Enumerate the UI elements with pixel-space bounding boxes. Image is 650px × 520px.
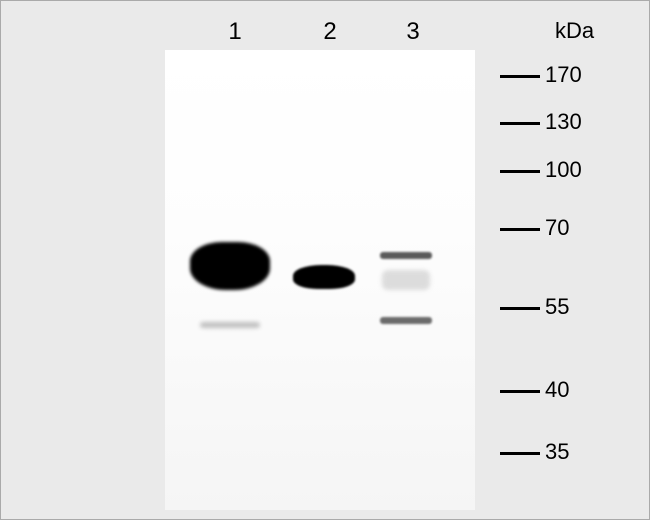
marker-tick-40 <box>500 390 540 393</box>
marker-label-55: 55 <box>545 294 569 320</box>
band-lane3-3 <box>380 317 432 324</box>
marker-label-170: 170 <box>545 62 582 88</box>
marker-tick-170 <box>500 75 540 78</box>
band-lane3-2 <box>380 252 432 259</box>
lane-label-3: 3 <box>398 18 428 46</box>
band-lane1-0 <box>190 242 270 290</box>
faint-band-lane1-0 <box>200 322 260 328</box>
marker-tick-70 <box>500 228 540 231</box>
band-lane2-1 <box>293 265 355 289</box>
lane-label-2: 2 <box>315 18 345 46</box>
marker-tick-100 <box>500 170 540 173</box>
marker-label-40: 40 <box>545 377 569 403</box>
marker-tick-35 <box>500 452 540 455</box>
marker-label-35: 35 <box>545 439 569 465</box>
marker-tick-130 <box>500 122 540 125</box>
lane-label-1: 1 <box>220 18 250 46</box>
unit-label: kDa <box>555 18 594 44</box>
faint-band-lane3-1 <box>382 270 430 290</box>
marker-label-70: 70 <box>545 215 569 241</box>
marker-label-130: 130 <box>545 109 582 135</box>
marker-tick-55 <box>500 307 540 310</box>
marker-label-100: 100 <box>545 157 582 183</box>
